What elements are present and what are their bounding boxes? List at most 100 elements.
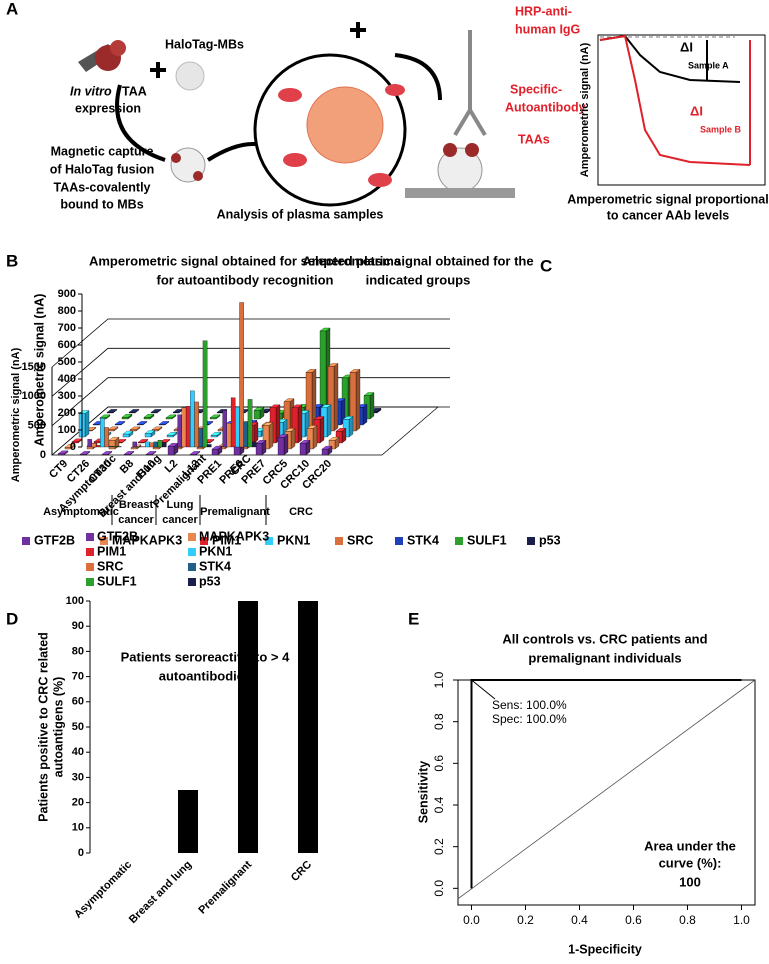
annotation: 100 <box>679 874 701 889</box>
bar <box>100 417 105 448</box>
bar-front <box>158 424 166 426</box>
y-axis-label: Amperometric signal (nA) <box>10 347 22 482</box>
bar <box>298 601 318 853</box>
bar <box>87 439 92 448</box>
bar-side <box>297 404 303 444</box>
legend-label: SRC <box>347 533 373 547</box>
arrow <box>394 53 442 101</box>
legend-label: PKN1 <box>199 544 232 558</box>
grid-line <box>51 347 450 397</box>
bar <box>157 440 163 448</box>
bar-front <box>108 440 116 450</box>
x-tick-label: 0.4 <box>571 913 588 927</box>
y-tick-label: 800 <box>58 305 76 317</box>
bar-side <box>268 422 274 450</box>
bar <box>230 397 236 448</box>
bar <box>78 410 90 438</box>
y-tick-label: 500 <box>28 420 46 432</box>
chart-title: Patients seroreactive to > 4 <box>121 649 290 664</box>
signal-b <box>599 34 751 166</box>
legend-label: SRC <box>97 559 123 573</box>
legend-label: STK4 <box>199 559 231 573</box>
y-tick-label: 40 <box>72 746 84 758</box>
legend-label: PKN1 <box>277 533 310 547</box>
group-label: cancer <box>118 514 154 526</box>
y-tick-label: 100 <box>66 595 84 607</box>
bar <box>277 434 289 456</box>
bar <box>145 441 150 448</box>
bar-front <box>210 435 218 438</box>
bar <box>149 442 154 448</box>
annotation: Spec: 100.0% <box>492 712 567 726</box>
schematic-box <box>597 34 766 186</box>
legend-swatch <box>265 537 273 545</box>
bar-front <box>145 454 153 456</box>
x-tick-label: L2 <box>163 458 181 476</box>
bar <box>181 407 187 448</box>
bar <box>166 431 178 438</box>
bar-front <box>130 447 138 450</box>
bar-front <box>129 429 137 432</box>
bar <box>211 445 223 456</box>
legend-label: PIM1 <box>212 533 241 547</box>
bar-front <box>152 447 160 450</box>
bar-front <box>92 424 100 426</box>
bar-front <box>57 453 65 456</box>
electrode <box>405 188 515 198</box>
bar-side <box>369 392 375 420</box>
bar <box>91 443 97 448</box>
x-tick-label: Premalignant <box>196 858 254 916</box>
cell <box>306 86 384 164</box>
bar <box>158 421 170 426</box>
bar <box>114 421 126 426</box>
grid-line <box>51 318 450 368</box>
chart-title: autoantibodies <box>159 668 251 683</box>
panel-letter: A <box>6 0 18 18</box>
panel-a-art <box>78 22 766 207</box>
label: Amperometric signal (nA) <box>579 42 591 177</box>
legend-label: GTF2B <box>97 529 138 543</box>
y-tick-label: 0 <box>40 449 46 461</box>
bar-side <box>253 422 259 444</box>
y-axis-label: Sensitivity <box>416 761 430 824</box>
legend-swatch <box>395 537 403 545</box>
bar <box>108 445 114 448</box>
bar <box>150 409 162 414</box>
group-label: Lung <box>167 499 194 511</box>
bar <box>145 451 157 456</box>
legend-label: MAPKAPK3 <box>199 529 269 543</box>
bar <box>349 369 361 432</box>
group-label: Breast <box>119 499 154 511</box>
bar-front <box>143 417 151 420</box>
y-tick-label: 20 <box>72 797 84 809</box>
bar <box>238 601 258 853</box>
y-tick-label: 90 <box>72 620 84 632</box>
legend-swatch <box>188 548 196 556</box>
bar-front <box>123 454 131 456</box>
bar-front <box>106 412 114 414</box>
bar-side <box>348 416 354 438</box>
label: ΔI <box>680 39 693 54</box>
bar <box>112 445 118 448</box>
bar-front <box>121 417 129 420</box>
bar <box>71 438 83 444</box>
pointer <box>471 679 496 700</box>
bar-front <box>136 424 144 426</box>
label: Analysis of plasma samples <box>217 207 384 221</box>
x-tick-label: 0.0 <box>463 913 480 927</box>
x-tick-label: CRC <box>289 859 314 884</box>
bar <box>57 450 69 456</box>
bar-side <box>84 410 90 438</box>
label: bound to MBs <box>60 197 143 211</box>
bar <box>64 443 76 450</box>
bar <box>243 421 249 448</box>
legend-swatch <box>527 537 535 545</box>
bar <box>165 414 177 420</box>
bar <box>299 439 311 456</box>
bar <box>177 414 182 448</box>
bar-front <box>253 410 261 420</box>
bar-front <box>165 417 173 420</box>
y-tick-label: 1500 <box>22 361 46 373</box>
y-tick-label: 0 <box>78 847 84 859</box>
y-tick-label: 1.0 <box>432 671 446 688</box>
